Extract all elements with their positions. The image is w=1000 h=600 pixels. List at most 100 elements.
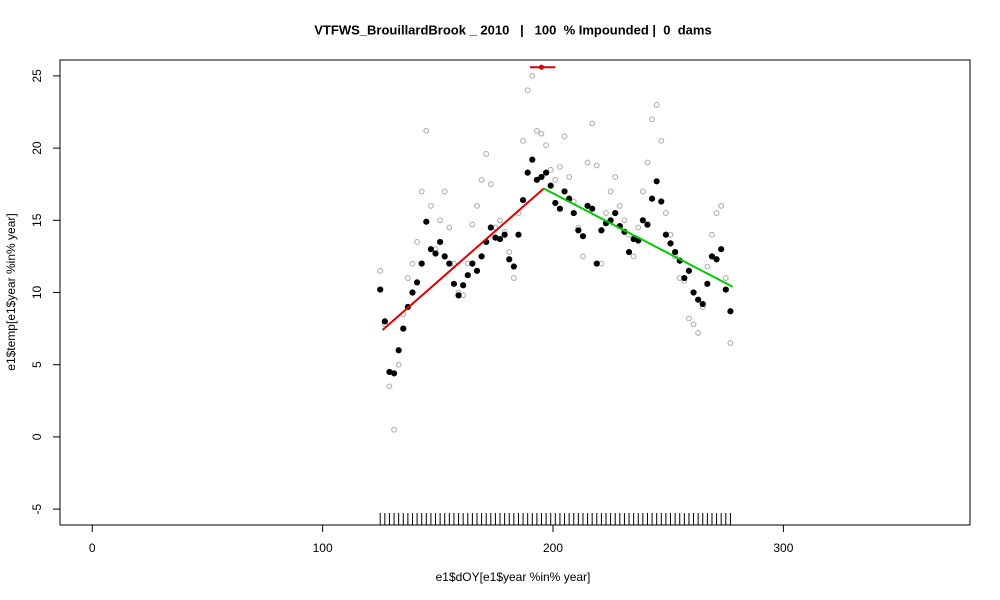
data-point [469,260,476,267]
data-point [474,202,480,209]
data-point [478,176,485,183]
data-point [556,205,564,212]
y-tick-label: 10 [30,286,44,300]
data-point [395,361,402,368]
data-point [648,195,656,202]
data-point [547,182,554,189]
y-tick-label: 0 [30,433,44,440]
data-point [446,260,453,267]
data-point [561,188,568,195]
data-point [529,156,536,163]
data-point [662,231,669,238]
data-point [667,240,674,247]
data-point [390,370,398,377]
data-point [427,246,435,253]
chart-title: VTFWS_BrouillardBrook _ 2010 | 100 % Imp… [314,22,711,37]
data-point [377,286,384,293]
y-axis-label: e1$temp[e1$year %in% year] [4,213,18,370]
data-point [538,173,545,181]
data-point [437,217,444,224]
data-point [625,248,633,256]
data-point [672,248,679,256]
data-point [414,239,420,245]
data-point [690,321,697,328]
data-point [639,217,646,224]
data-point [529,72,536,79]
data-point [699,300,706,308]
data-point [524,87,531,94]
data-point [607,188,614,195]
data-point [386,383,393,390]
y-tick-label: 5 [30,361,44,368]
data-point [579,233,587,240]
data-point [441,253,448,260]
data-point [455,292,462,299]
data-point [510,263,517,270]
trend-line [381,187,545,331]
data-point [460,282,467,289]
data-point [690,289,697,296]
data-point [658,137,665,144]
data-point [612,174,619,180]
data-point [603,210,609,216]
data-point [506,249,513,255]
data-point [695,330,702,336]
data-point [616,202,623,209]
data-point [713,256,720,263]
data-point [584,159,591,166]
data-point [644,159,651,166]
y-tick-label: 20 [30,141,44,155]
data-point [718,246,725,253]
data-point [418,188,425,195]
data-point [377,267,384,274]
data-point [506,256,513,263]
data-point [557,163,563,170]
data-point [515,231,522,238]
data-point [727,308,734,315]
data-point [658,198,665,205]
data-point [653,178,660,185]
x-tick-label: 100 [313,541,333,555]
data-point [519,196,527,204]
y-tick-label: 25 [30,69,44,83]
data-point [686,315,692,322]
data-point [552,199,559,207]
data-point [649,116,655,123]
data-point [487,224,494,231]
data-point [561,133,568,140]
data-point [612,209,619,217]
data-point [722,286,729,293]
data-point [593,162,600,169]
data-point [575,227,582,234]
data-point [418,260,425,267]
data-point [635,224,642,231]
data-point [543,169,550,176]
data-point [437,238,444,246]
data-point [450,280,458,287]
data-point [496,235,504,243]
data-point [589,205,596,212]
data-point [639,188,646,195]
data-point [552,176,559,183]
data-point [621,217,628,224]
data-point [722,275,729,281]
data-point [598,227,605,234]
data-point [727,340,734,346]
y-tick-label: 15 [30,213,44,227]
data-point [413,279,421,286]
data-point [381,318,388,325]
data-point [644,221,651,228]
data-point [709,231,715,238]
x-tick-label: 0 [89,541,96,555]
data-point [524,169,531,176]
data-point [432,250,439,257]
data-point [409,260,416,267]
data-point [584,202,591,209]
data-point [487,181,494,188]
data-point [510,275,517,281]
data-point [501,231,508,238]
data-point [543,142,550,149]
data-point [580,253,586,260]
